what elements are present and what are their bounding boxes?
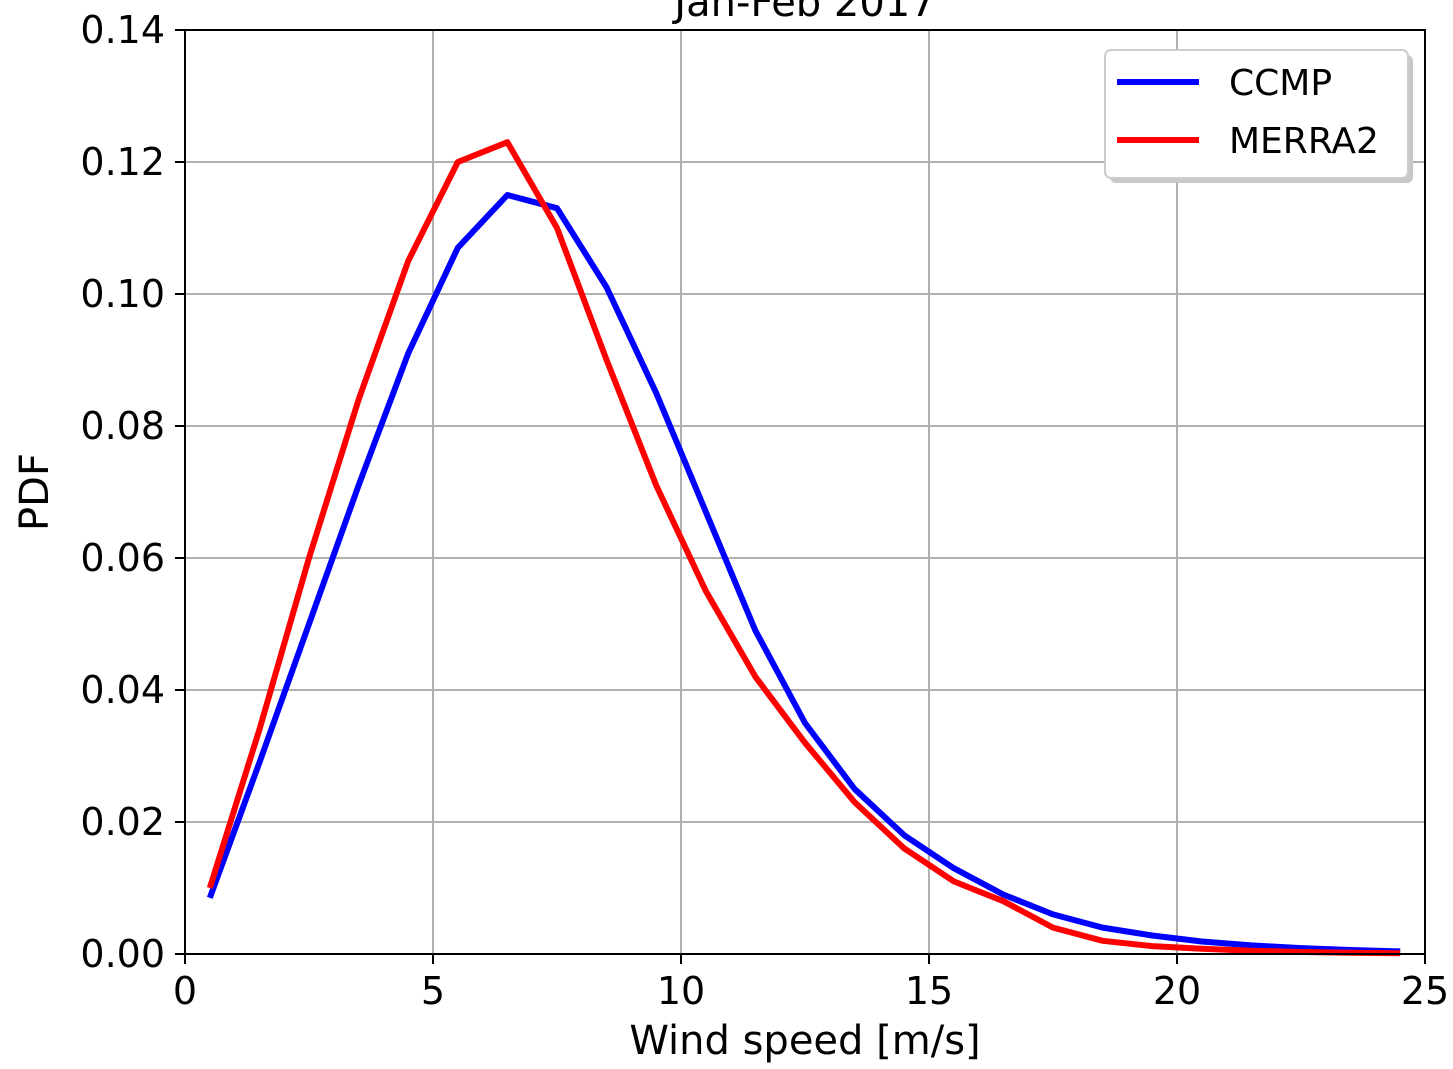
series-line-merra2 (206, 139, 1401, 957)
y-tick-label: 0.14 (80, 8, 165, 52)
data-point-merra2 (705, 591, 706, 592)
data-point-merra2 (1053, 927, 1054, 928)
data-point-merra2 (854, 802, 855, 803)
data-point-ccmp (953, 868, 954, 869)
data-point-ccmp (557, 208, 558, 209)
data-point-merra2 (1301, 952, 1302, 953)
data-point-ccmp (1102, 927, 1103, 928)
x-tick-label: 0 (173, 969, 197, 1013)
y-tick-label: 0.12 (80, 140, 165, 184)
legend-label-merra2: MERRA2 (1229, 121, 1379, 162)
data-point-ccmp (358, 485, 359, 486)
data-point-merra2 (1152, 946, 1153, 947)
x-tick-label: 20 (1153, 969, 1201, 1013)
data-point-merra2 (1251, 950, 1252, 951)
data-point-merra2 (606, 360, 607, 361)
data-point-merra2 (656, 485, 657, 486)
data-point-ccmp (259, 762, 260, 763)
data-point-ccmp (1053, 914, 1054, 915)
data-point-merra2 (904, 848, 905, 849)
data-point-ccmp (1003, 894, 1004, 895)
data-point-ccmp (606, 287, 607, 288)
data-point-merra2 (507, 142, 508, 143)
data-point-merra2 (408, 261, 409, 262)
data-point-merra2 (755, 676, 756, 677)
y-tick-label: 0.02 (80, 800, 165, 844)
tick-layer: 0 5 10 15 20 25 0.00 0.02 0.04 0.06 0.08 0.10 0.12 0.… (80, 8, 1449, 1013)
data-point-merra2 (457, 162, 458, 163)
series-layer (206, 139, 1401, 957)
x-tick-label: 10 (657, 969, 705, 1013)
y-tick-label: 0.00 (80, 932, 165, 976)
data-point-ccmp (1152, 935, 1153, 936)
chart-title: Jan-Feb 2017 (671, 0, 935, 26)
data-point-ccmp (457, 247, 458, 248)
data-point-merra2 (358, 399, 359, 400)
y-tick-label: 0.08 (80, 404, 165, 448)
data-point-ccmp (1251, 945, 1252, 946)
data-point-merra2 (805, 742, 806, 743)
data-point-merra2 (557, 228, 558, 229)
y-axis-label: PDF (12, 453, 58, 531)
data-point-ccmp (854, 789, 855, 790)
data-point-ccmp (656, 393, 657, 394)
legend: CCMP MERRA2 (1104, 49, 1413, 183)
x-axis-label: Wind speed [m/s] (629, 1018, 980, 1064)
plot-frame (184, 29, 1426, 955)
data-point-ccmp (507, 195, 508, 196)
data-point-merra2 (209, 888, 210, 889)
data-point-ccmp (1201, 941, 1202, 942)
y-tick-label: 0.10 (80, 272, 165, 316)
data-point-merra2 (1102, 940, 1103, 941)
data-point-merra2 (953, 881, 954, 882)
x-tick-label: 15 (905, 969, 953, 1013)
data-point-ccmp (904, 835, 905, 836)
x-tick-label: 25 (1401, 969, 1449, 1013)
data-point-ccmp (209, 897, 210, 898)
data-point-ccmp (309, 624, 310, 625)
legend-label-ccmp: CCMP (1229, 63, 1332, 104)
y-tick-label: 0.06 (80, 536, 165, 580)
data-point-ccmp (805, 723, 806, 724)
data-point-merra2 (259, 729, 260, 730)
data-point-ccmp (1301, 948, 1302, 949)
data-point-ccmp (408, 353, 409, 354)
data-point-merra2 (309, 558, 310, 559)
data-point-ccmp (755, 630, 756, 631)
data-point-merra2 (1201, 948, 1202, 949)
series-line-ccmp (206, 192, 1401, 955)
x-tick-label: 5 (421, 969, 445, 1013)
data-point-merra2 (1003, 901, 1004, 902)
data-point-ccmp (705, 511, 706, 512)
y-tick-label: 0.04 (80, 668, 165, 712)
